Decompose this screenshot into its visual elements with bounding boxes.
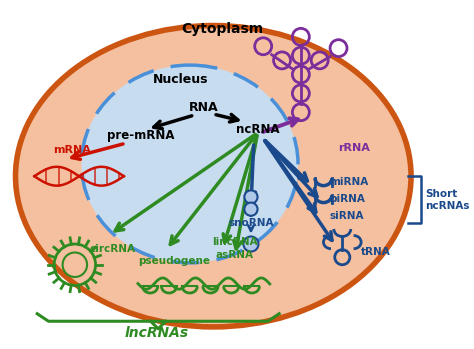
Text: mRNA: mRNA [53, 145, 91, 155]
Text: miRNA: miRNA [329, 177, 368, 187]
Text: Nucleus: Nucleus [153, 73, 208, 86]
Circle shape [244, 237, 258, 252]
Circle shape [245, 190, 257, 203]
Circle shape [245, 202, 257, 216]
Ellipse shape [82, 65, 298, 263]
Text: snoRNA: snoRNA [228, 218, 273, 228]
Text: piRNA: piRNA [329, 194, 365, 204]
Text: Short
ncRNAs: Short ncRNAs [425, 189, 470, 210]
Text: ncRNA: ncRNA [236, 122, 279, 136]
Text: circRNA: circRNA [90, 244, 136, 254]
Text: pre-mRNA: pre-mRNA [107, 129, 174, 142]
Text: Cytoplasm: Cytoplasm [182, 22, 264, 36]
Text: RNA: RNA [189, 101, 219, 114]
Text: tRNA: tRNA [361, 246, 391, 257]
Text: asRNA: asRNA [216, 250, 254, 260]
Text: lincRNA: lincRNA [212, 237, 258, 247]
Ellipse shape [16, 25, 411, 327]
Text: lncRNAs: lncRNAs [125, 326, 189, 340]
Text: rRNA: rRNA [338, 143, 370, 153]
Text: pseudogene: pseudogene [138, 256, 210, 266]
Text: siRNA: siRNA [329, 211, 364, 221]
